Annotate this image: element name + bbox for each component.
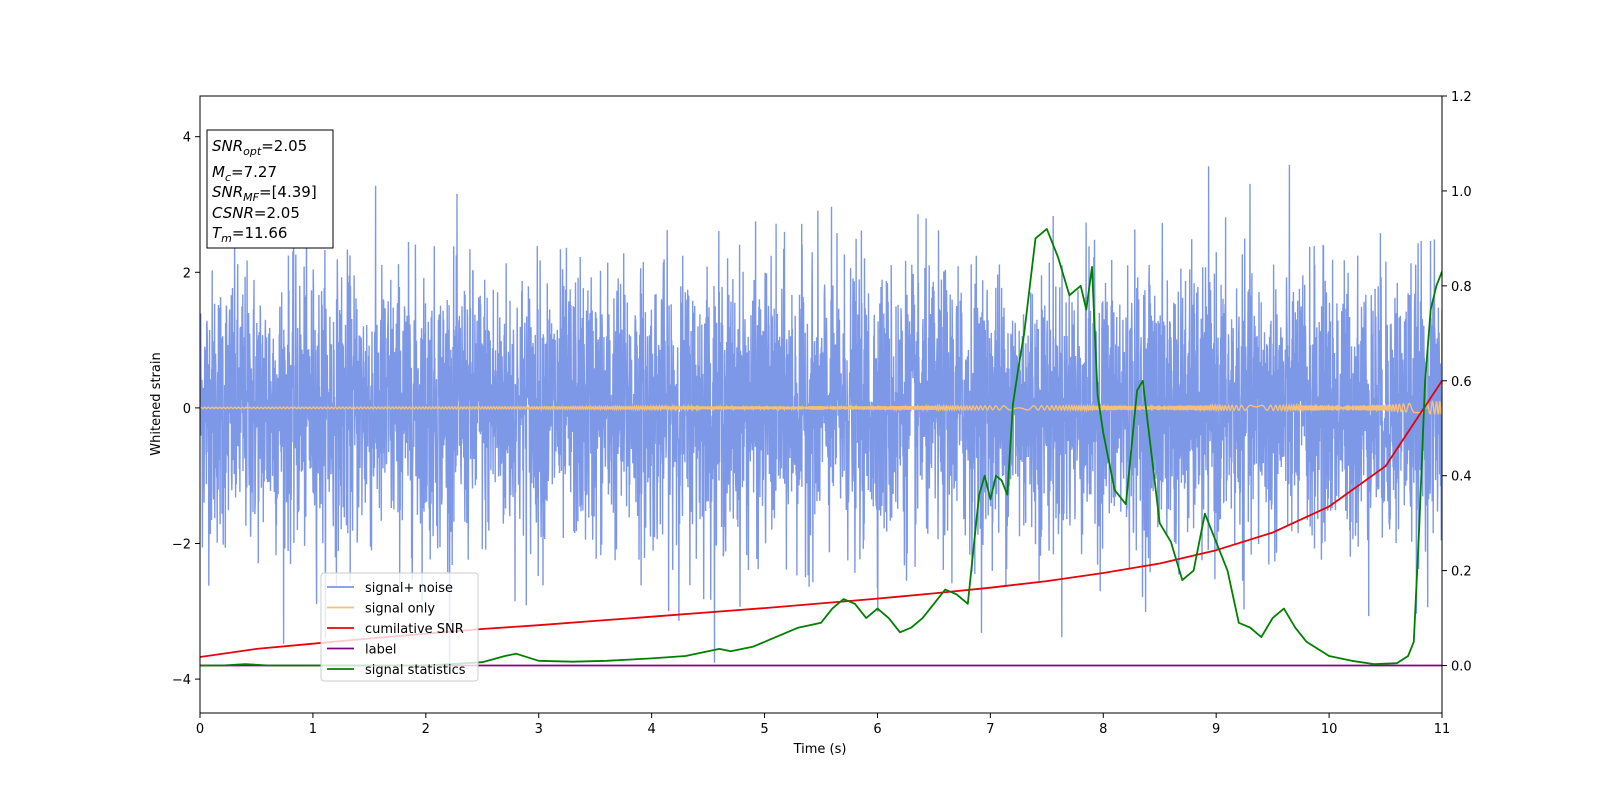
legend-frame (320, 572, 479, 682)
y-tick-label: 2 (183, 266, 191, 281)
y-tick-label: 0 (183, 402, 191, 417)
x-tick-label: 8 (1099, 722, 1107, 737)
stats-snr-mf: SNRMF=[4.39] (212, 183, 317, 204)
stats-annotation: SNRopt=2.05 Mc=7.27 SNRMF=[4.39] CSNR=2.… (206, 129, 334, 249)
stats-mc: Mc=7.27 (212, 163, 277, 184)
line-signal-statistics (200, 228, 1442, 667)
y2-tick-label: 0.2 (1451, 565, 1472, 580)
y2-tick-label: 0.0 (1451, 660, 1472, 675)
y-axis-ticks: −4 −2 0 2 4 (172, 131, 200, 688)
x-tick-label: 4 (647, 722, 655, 737)
y2-tick-label: 0.8 (1451, 280, 1472, 295)
legend-label: label (365, 643, 396, 658)
legend-label: signal only (365, 602, 435, 617)
x-tick-label: 6 (873, 722, 881, 737)
x-tick-label: 2 (422, 722, 430, 737)
x-axis-ticks: 0 1 2 3 4 5 6 7 8 9 10 11 (196, 713, 1450, 737)
y2-tick-label: 1.2 (1451, 90, 1472, 105)
x-tick-label: 7 (986, 722, 994, 737)
x-tick-label: 10 (1321, 722, 1338, 737)
plot-frame (199, 95, 1443, 714)
y2-axis-ticks: 0.0 0.2 0.4 0.6 0.8 1.0 1.2 (1442, 90, 1472, 675)
series-signal-plus-noise (200, 164, 1442, 673)
y-tick-label: −2 (172, 537, 191, 552)
signal-only-line (200, 399, 1442, 416)
x-axis-label: Time (s) (793, 742, 847, 757)
x-tick-label: 5 (760, 722, 768, 737)
series-signal-only (200, 399, 1442, 416)
stats-csnr: CSNR=2.05 (212, 204, 300, 222)
legend: signal+ noise signal only cumilative SNR la… (320, 572, 479, 682)
stats-tm: Tm=11.66 (212, 224, 287, 245)
stats-box-frame (206, 129, 334, 249)
stats-snr-opt: SNRopt=2.05 (212, 137, 307, 158)
y-axis-label: Whitened strain (149, 352, 164, 455)
legend-label: signal statistics (365, 663, 466, 678)
y-tick-label: 4 (183, 131, 191, 146)
y-tick-label: −4 (172, 673, 191, 688)
x-tick-label: 3 (535, 722, 543, 737)
x-tick-label: 9 (1212, 722, 1220, 737)
x-tick-label: 0 (196, 722, 204, 737)
y2-tick-label: 1.0 (1451, 185, 1472, 200)
x-tick-label: 11 (1434, 722, 1451, 737)
y2-tick-label: 0.6 (1451, 375, 1472, 390)
legend-label: cumilative SNR (365, 622, 464, 637)
y2-tick-label: 0.4 (1451, 470, 1472, 485)
legend-label: signal+ noise (365, 581, 453, 596)
signal-plus-noise-line (200, 164, 1442, 673)
x-tick-label: 1 (309, 722, 317, 737)
